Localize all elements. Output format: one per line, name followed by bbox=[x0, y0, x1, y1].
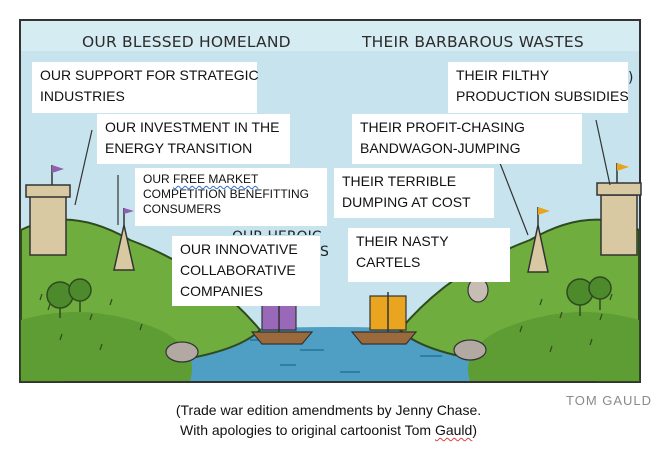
left-hill-lower bbox=[21, 312, 192, 381]
right-heading: THEIR BARBAROUS WASTES bbox=[362, 33, 584, 51]
sky-haze bbox=[21, 21, 639, 51]
right-tower bbox=[596, 163, 642, 256]
left-boat bbox=[250, 300, 314, 345]
left-heading: OUR BLESSED HOMELAND bbox=[82, 33, 291, 51]
label-strategic-line-2: INDUSTRIES bbox=[40, 88, 125, 104]
left-spire bbox=[113, 208, 135, 271]
s-fragment: S bbox=[320, 244, 329, 260]
label-innov-line-1: OUR INNOVATIVE bbox=[180, 241, 298, 257]
caption-line-2-a: With apologies to original cartoonist To… bbox=[179, 422, 435, 438]
label-energy-line-2: ENERGY TRANSITION bbox=[105, 140, 253, 156]
caption-line-2: With apologies to original cartoonist To… bbox=[0, 420, 657, 440]
label-market-line-3: CONSUMERS bbox=[143, 202, 222, 216]
label-energy-transition: OUR INVESTMENT IN THE ENERGY TRANSITION bbox=[97, 114, 290, 164]
label-energy-line-1: OUR INVESTMENT IN THE bbox=[105, 119, 280, 135]
right-spire bbox=[527, 207, 550, 273]
label-market-our: OUR bbox=[143, 172, 173, 186]
label-market-free: FREE MARKET bbox=[173, 172, 259, 186]
label-filthy-line-2: PRODUCTION SUBSIDIES bbox=[456, 88, 629, 104]
label-innov-line-3: COMPANIES bbox=[180, 283, 263, 299]
pointer-lines bbox=[74, 119, 611, 236]
left-flag bbox=[52, 165, 64, 173]
heroic-fragment: OUR HEROIC bbox=[232, 226, 321, 235]
right-boat bbox=[350, 292, 418, 345]
label-strategic-industries: OUR SUPPORT FOR STRATEGIC INDUSTRIES bbox=[32, 62, 259, 113]
label-cartels-line-1: THEIR NASTY bbox=[356, 233, 449, 249]
artist-credit: TOM GAULD bbox=[566, 393, 653, 408]
label-dumping-line-1: THEIR TERRIBLE bbox=[342, 173, 457, 189]
left-rock bbox=[165, 341, 199, 363]
label-profit-line-1: THEIR PROFIT-CHASING bbox=[360, 119, 525, 135]
label-profit-line-2: BANDWAGON-JUMPING bbox=[360, 140, 521, 156]
paren-fragment: ) bbox=[628, 70, 634, 86]
label-market-line-2: COMPETITION BENEFITTING bbox=[143, 187, 310, 201]
caption: (Trade war edition amendments by Jenny C… bbox=[0, 400, 657, 440]
label-innovative-companies: OUR INNOVATIVE COLLABORATIVE COMPANIES bbox=[172, 236, 320, 306]
caption-line-1: (Trade war edition amendments by Jenny C… bbox=[175, 402, 482, 418]
label-dumping-at-cost: THEIR TERRIBLE DUMPING AT COST bbox=[334, 168, 494, 218]
label-strategic-line-1: OUR SUPPORT FOR STRATEGIC bbox=[40, 67, 259, 83]
caption-line-2-c: ) bbox=[472, 422, 477, 438]
right-hill-lower bbox=[468, 312, 639, 381]
label-bandwagon-jumping: THEIR PROFIT-CHASING BANDWAGON-JUMPING bbox=[352, 114, 582, 164]
trees bbox=[46, 276, 612, 318]
label-cartels-line-2: CARTELS bbox=[356, 254, 421, 270]
label-free-market: OUR FREE MARKET COMPETITION BENEFITTING … bbox=[135, 168, 327, 226]
right-rock bbox=[453, 339, 487, 361]
label-dumping-line-2: DUMPING AT COST bbox=[342, 194, 471, 210]
label-innov-line-2: COLLABORATIVE bbox=[180, 262, 296, 278]
label-filthy-line-1: THEIR FILTHY bbox=[456, 67, 550, 83]
caption-gauld: Gauld bbox=[434, 422, 473, 438]
label-nasty-cartels: THEIR NASTY CARTELS bbox=[348, 228, 510, 282]
label-market-line-1: OUR FREE MARKET bbox=[143, 172, 319, 187]
label-production-subsidies: THEIR FILTHY PRODUCTION SUBSIDIES bbox=[448, 62, 629, 113]
left-tower bbox=[25, 165, 71, 256]
